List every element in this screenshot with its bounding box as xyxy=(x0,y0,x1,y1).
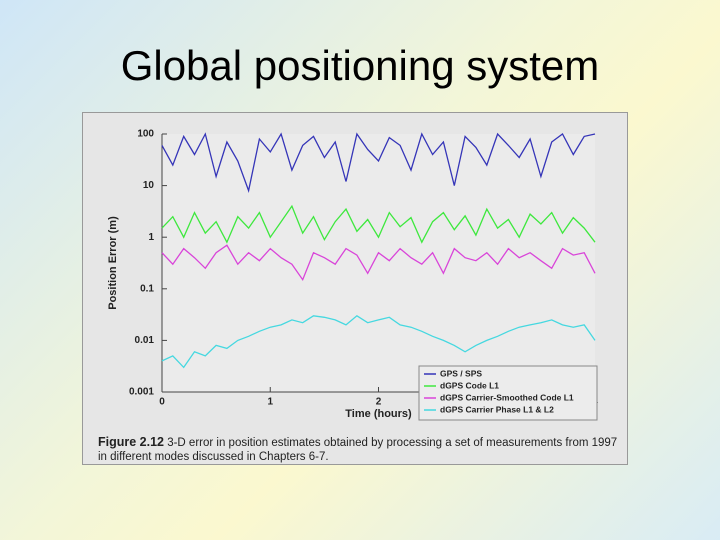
y-tick-label: 10 xyxy=(143,180,155,191)
legend-label: dGPS Code L1 xyxy=(440,380,499,390)
y-tick-label: 0.001 xyxy=(129,387,154,398)
slide-title: Global positioning system xyxy=(120,42,600,89)
x-tick-label: 1 xyxy=(267,397,273,408)
legend-label: dGPS Carrier-Smoothed Code L1 xyxy=(440,392,574,402)
y-tick-label: 1 xyxy=(148,232,154,243)
legend-label: GPS / SPS xyxy=(440,368,482,378)
series-line xyxy=(161,132,596,193)
y-axis-label: Position Error (m) xyxy=(107,216,119,310)
y-tick-label: 0.01 xyxy=(135,335,155,346)
y-tick-label: 100 xyxy=(137,129,154,140)
x-tick-label: 2 xyxy=(376,397,382,408)
legend-box xyxy=(418,365,598,421)
caption-text: 3-D error in position estimates obtained… xyxy=(98,437,618,463)
legend-label: dGPS Carrier Phase L1 & L2 xyxy=(440,404,554,414)
plot-area xyxy=(162,134,595,392)
series-line xyxy=(161,314,596,369)
y-tick-label: 0.1 xyxy=(140,283,154,294)
series-line xyxy=(161,204,596,244)
caption-label: Figure 2.12 xyxy=(98,435,164,449)
x-tick-label: 0 xyxy=(159,397,165,408)
x-axis-label: Time (hours) xyxy=(345,408,412,420)
caption: Figure 2.12 3-D error in position estima… xyxy=(98,435,618,464)
series-line xyxy=(161,244,596,282)
